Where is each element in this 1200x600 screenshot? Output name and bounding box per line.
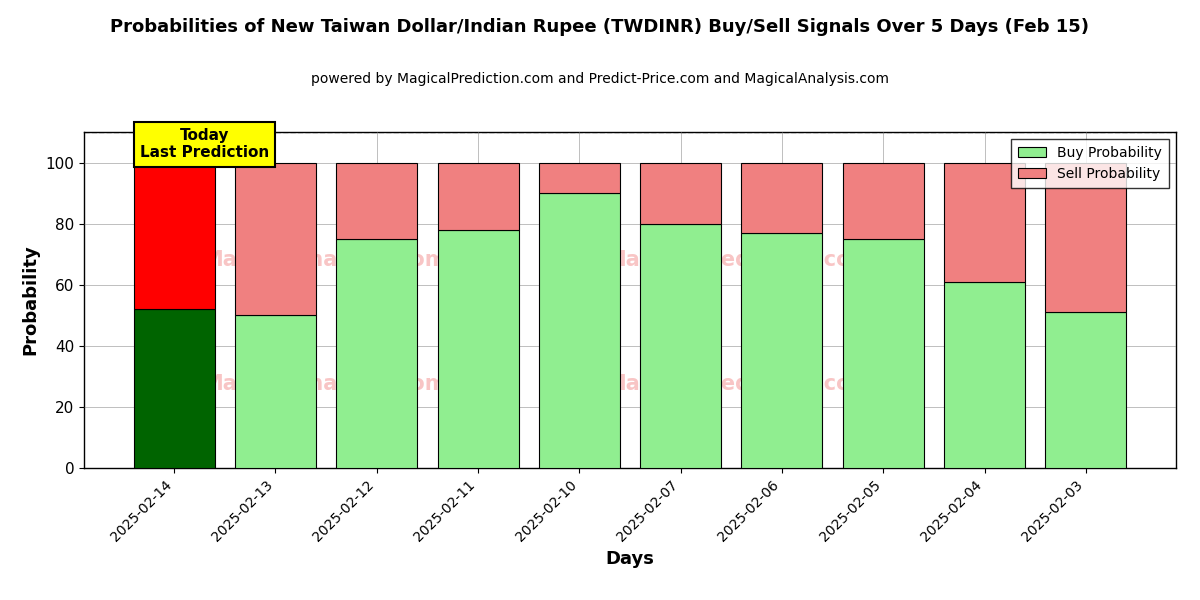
Text: MagicalAnalysis.com: MagicalAnalysis.com — [202, 374, 446, 394]
Text: Today
Last Prediction: Today Last Prediction — [140, 128, 269, 160]
Bar — [842, 239, 924, 468]
Bar — [133, 309, 215, 468]
Bar — [336, 239, 418, 468]
Bar — [842, 163, 924, 239]
Text: MagicalPrediction.com: MagicalPrediction.com — [606, 374, 872, 394]
Bar — [235, 163, 316, 315]
Legend: Buy Probability, Sell Probability: Buy Probability, Sell Probability — [1012, 139, 1169, 188]
Bar — [1045, 163, 1127, 312]
Bar — [742, 163, 822, 233]
Text: MagicalAnalysis.com: MagicalAnalysis.com — [202, 250, 446, 269]
Bar — [235, 315, 316, 468]
Bar — [438, 230, 518, 468]
X-axis label: Days: Days — [606, 550, 654, 568]
Y-axis label: Probability: Probability — [22, 245, 40, 355]
Bar — [438, 163, 518, 230]
Bar — [1045, 312, 1127, 468]
Bar — [133, 163, 215, 309]
Text: powered by MagicalPrediction.com and Predict-Price.com and MagicalAnalysis.com: powered by MagicalPrediction.com and Pre… — [311, 72, 889, 86]
Bar — [742, 233, 822, 468]
Text: MagicalPrediction.com: MagicalPrediction.com — [606, 250, 872, 269]
Text: Probabilities of New Taiwan Dollar/Indian Rupee (TWDINR) Buy/Sell Signals Over 5: Probabilities of New Taiwan Dollar/India… — [110, 18, 1090, 36]
Bar — [944, 163, 1025, 281]
Bar — [336, 163, 418, 239]
Bar — [539, 163, 620, 193]
Bar — [640, 224, 721, 468]
Bar — [944, 281, 1025, 468]
Bar — [640, 163, 721, 224]
Bar — [539, 193, 620, 468]
